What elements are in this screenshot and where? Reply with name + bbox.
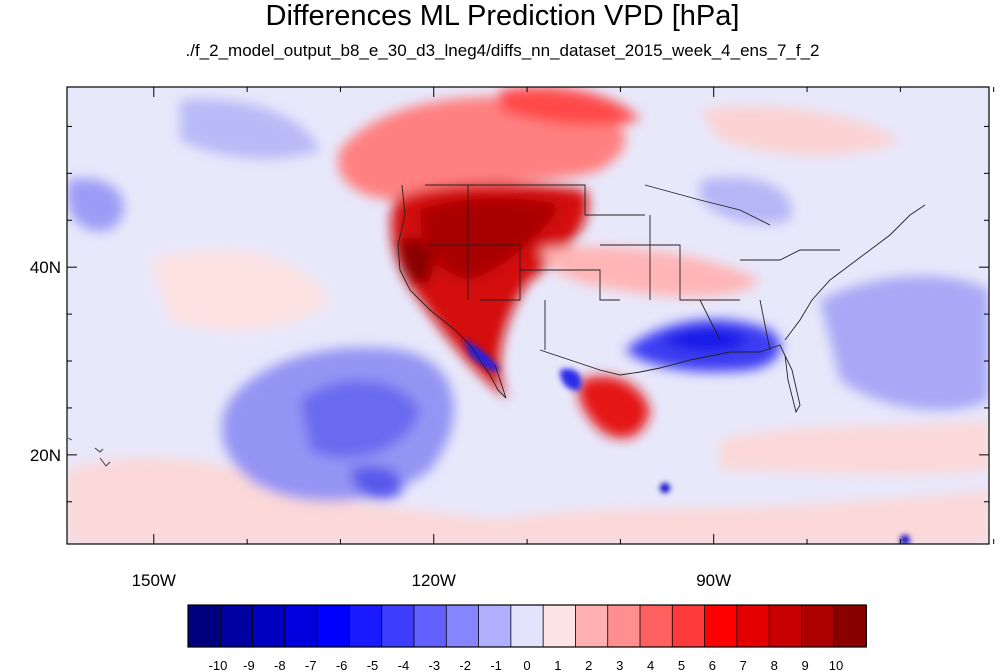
lat-tick-label: 20N (30, 446, 61, 465)
colorbar-swatch (349, 604, 383, 648)
colorbar-label: 3 (616, 658, 623, 672)
lon-tick-label: 120W (412, 571, 456, 590)
difference-field (67, 87, 989, 544)
map-subtitle: ./f_2_model_output_b8_e_30_d3_lneg4/diff… (185, 41, 820, 60)
colorbar-label: -6 (336, 658, 348, 672)
colorbar-label: -5 (367, 658, 379, 672)
colorbar-swatch (607, 604, 641, 648)
colorbar-swatch (284, 604, 319, 648)
colorbar-label: -4 (398, 658, 410, 672)
lon-tick-label: 90W (696, 571, 731, 590)
colorbar-swatch (768, 604, 803, 648)
colorbar-swatch (219, 604, 254, 648)
colorbar-swatch (381, 604, 415, 648)
colorbar-label: 1 (554, 658, 561, 672)
lat-tick-label: 40N (30, 258, 61, 277)
colorbar-swatch (445, 604, 480, 648)
colorbar-swatch (510, 604, 545, 648)
colorbar-swatch (542, 604, 577, 648)
colorbar-swatch (704, 604, 738, 648)
colorbar-label: -9 (243, 658, 255, 672)
colorbar-swatch (833, 604, 867, 648)
colorbar-swatch (801, 604, 835, 648)
colorbar: -10 -9 -8 -7 -6 -5 -4 -3 -2 -1 0 1 2 3 4 5 6 7 8 9 10 (187, 604, 867, 672)
colorbar-label: 4 (647, 658, 654, 672)
lon-tick-label: 150W (132, 571, 176, 590)
colorbar-swatch (671, 604, 706, 648)
colorbar-label: 5 (678, 658, 685, 672)
colorbar-label: 7 (740, 658, 747, 672)
colorbar-label: -2 (459, 658, 471, 672)
colorbar-label: 0 (523, 658, 530, 672)
colorbar-label: 10 (829, 658, 843, 672)
colorbar-label: 6 (709, 658, 716, 672)
colorbar-label: -3 (429, 658, 441, 672)
colorbar-label: -7 (305, 658, 317, 672)
colorbar-swatch (575, 604, 609, 648)
colorbar-swatch (478, 604, 512, 648)
colorbar-label: -10 (209, 658, 228, 672)
colorbar-swatch (252, 604, 286, 648)
colorbar-label: 8 (771, 658, 778, 672)
colorbar-swatch (187, 604, 222, 648)
colorbar-label: -1 (490, 658, 502, 672)
colorbar-frame (187, 604, 867, 648)
colorbar-label: 9 (801, 658, 808, 672)
colorbar-swatch (639, 604, 674, 648)
map-title: Differences ML Prediction VPD [hPa] (265, 0, 740, 32)
colorbar-swatch (316, 604, 351, 648)
colorbar-label: 2 (585, 658, 592, 672)
map-frame (66, 86, 990, 545)
colorbar-swatch (413, 604, 448, 648)
colorbar-label: -8 (274, 658, 286, 672)
map-ticks (67, 87, 995, 544)
map-tick-labels: 150W 120W 90W 40N 20N (30, 258, 731, 590)
colorbar-swatch (736, 604, 771, 648)
